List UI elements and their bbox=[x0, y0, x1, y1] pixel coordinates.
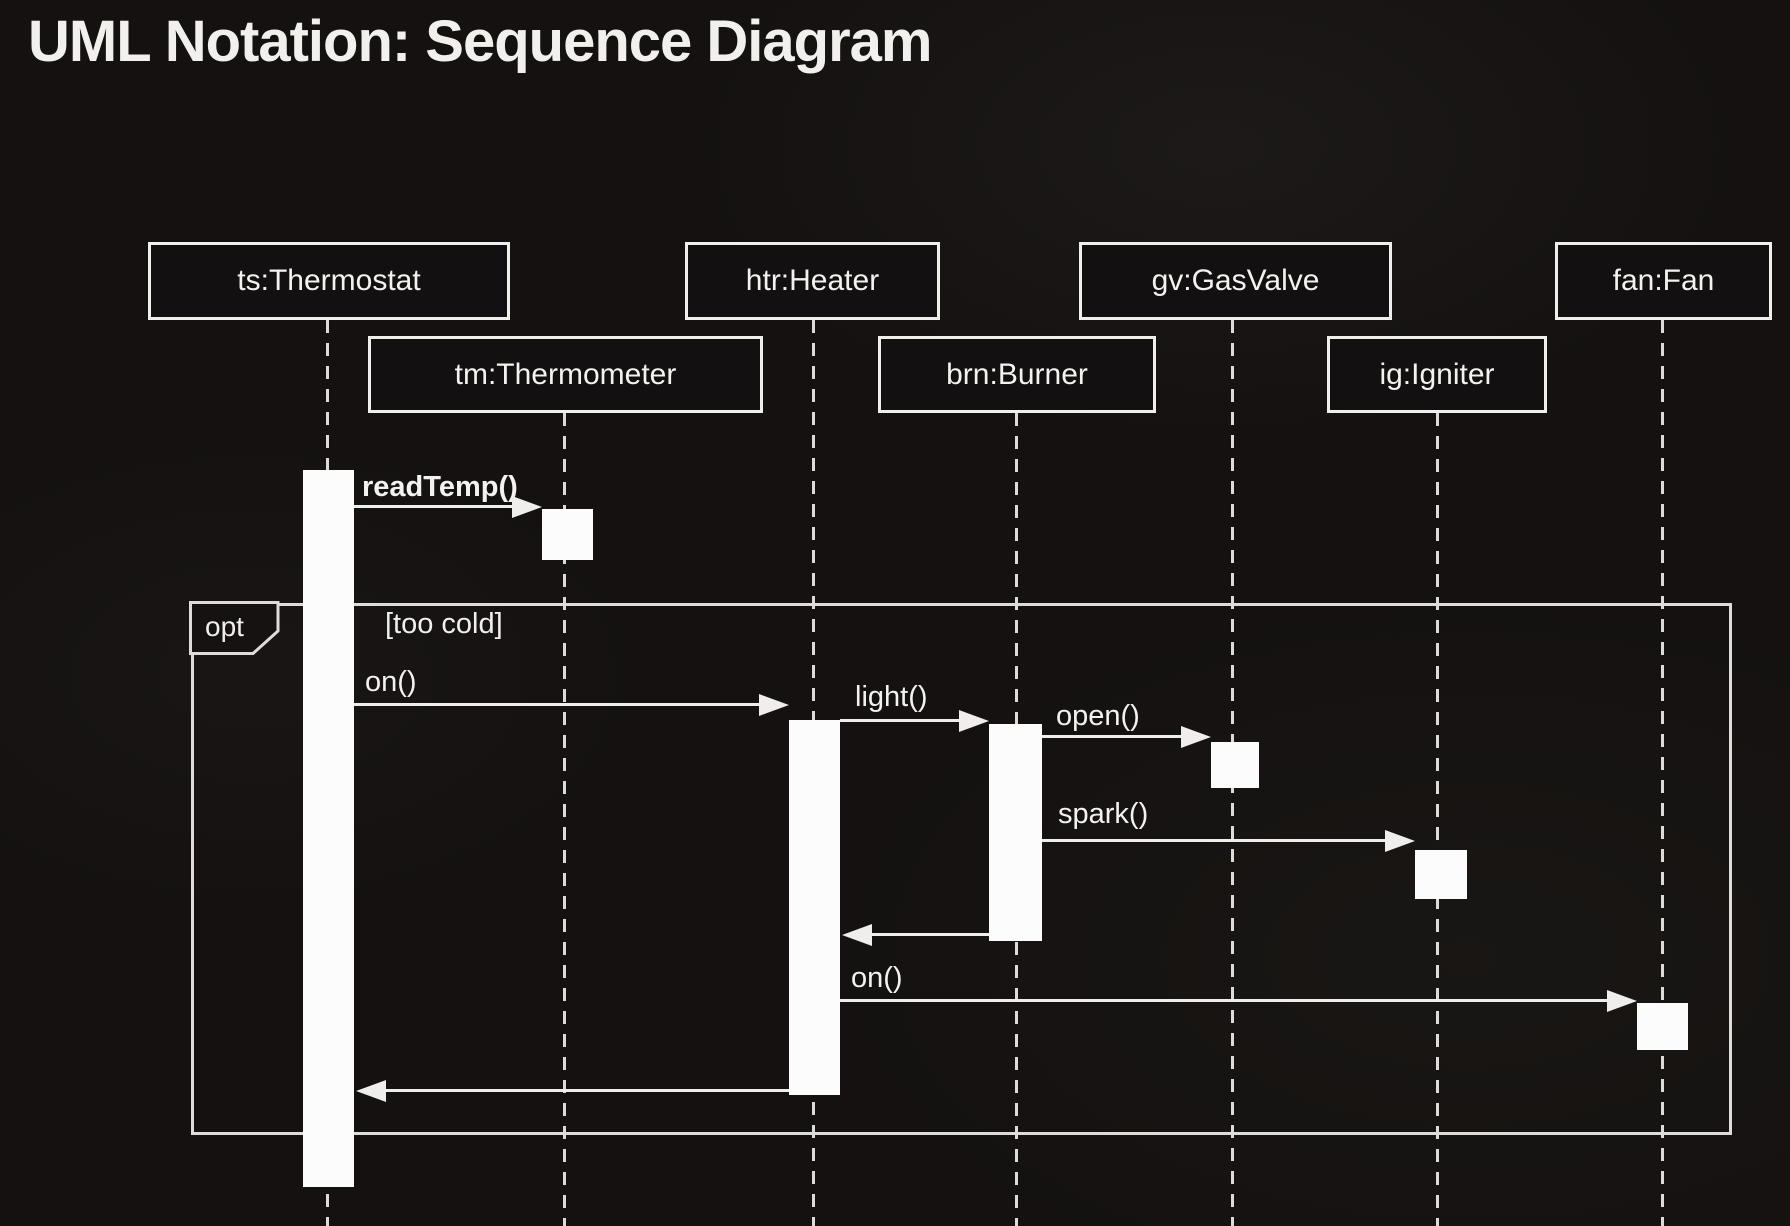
message-line-on-heater bbox=[354, 703, 761, 706]
message-line-return-burner bbox=[868, 933, 989, 936]
object-label-brn: brn:Burner bbox=[946, 357, 1088, 391]
arrowhead-right-icon bbox=[512, 496, 542, 518]
object-label-ig: ig:Igniter bbox=[1379, 357, 1495, 391]
object-box-htr: htr:Heater bbox=[685, 242, 940, 320]
message-line-open bbox=[1042, 735, 1183, 738]
activation-fan bbox=[1637, 1003, 1688, 1050]
object-box-tm: tm:Thermometer bbox=[368, 336, 763, 413]
activation-tm bbox=[542, 509, 593, 560]
object-label-htr: htr:Heater bbox=[745, 264, 880, 297]
arrowhead-right-icon bbox=[1607, 990, 1637, 1012]
message-line-spark bbox=[1042, 839, 1387, 842]
activation-brn bbox=[989, 724, 1042, 941]
object-label-fan: fan:Fan bbox=[1612, 264, 1715, 297]
arrowhead-right-icon bbox=[759, 694, 789, 716]
slide-title: UML Notation: Sequence Diagram bbox=[28, 9, 932, 74]
object-label-tm: tm:Thermometer bbox=[454, 357, 677, 391]
message-label-light: light() bbox=[855, 681, 928, 713]
activation-gv bbox=[1211, 742, 1259, 788]
object-box-gv: gv:GasValve bbox=[1079, 242, 1392, 320]
object-box-ts: ts:Thermostat bbox=[148, 242, 510, 320]
opt-fragment-guard: [too cold] bbox=[385, 608, 503, 640]
activation-ig bbox=[1415, 850, 1467, 899]
activation-htr bbox=[789, 720, 840, 1095]
lifeline-fan bbox=[1661, 320, 1664, 1226]
message-line-on-fan bbox=[840, 999, 1609, 1002]
object-label-ts: ts:Thermostat bbox=[237, 264, 421, 297]
arrowhead-right-icon bbox=[1181, 726, 1211, 748]
lifeline-tm bbox=[563, 413, 566, 1226]
arrowhead-right-icon bbox=[1385, 830, 1415, 852]
message-label-readtemp: readTemp() bbox=[362, 471, 518, 503]
message-line-light bbox=[840, 719, 961, 722]
message-line-return-heater bbox=[382, 1089, 789, 1092]
arrowhead-left-icon bbox=[842, 924, 872, 946]
lifeline-ig bbox=[1436, 413, 1439, 1226]
message-label-open: open() bbox=[1056, 700, 1140, 732]
opt-fragment-frame bbox=[191, 603, 1732, 1135]
message-label-on-heater: on() bbox=[365, 666, 417, 698]
object-box-brn: brn:Burner bbox=[878, 336, 1156, 413]
message-label-on-fan: on() bbox=[851, 962, 903, 994]
message-label-spark: spark() bbox=[1058, 798, 1149, 830]
object-box-ig: ig:Igniter bbox=[1327, 336, 1547, 413]
opt-fragment-operator: opt bbox=[205, 611, 244, 642]
arrowhead-right-icon bbox=[959, 710, 989, 732]
object-label-gv: gv:GasValve bbox=[1151, 264, 1320, 297]
opt-fragment-tab bbox=[189, 601, 280, 655]
object-box-fan: fan:Fan bbox=[1555, 242, 1772, 320]
message-line-readtemp bbox=[354, 505, 532, 508]
activation-ts bbox=[303, 470, 354, 1187]
arrowhead-left-icon bbox=[356, 1080, 386, 1102]
